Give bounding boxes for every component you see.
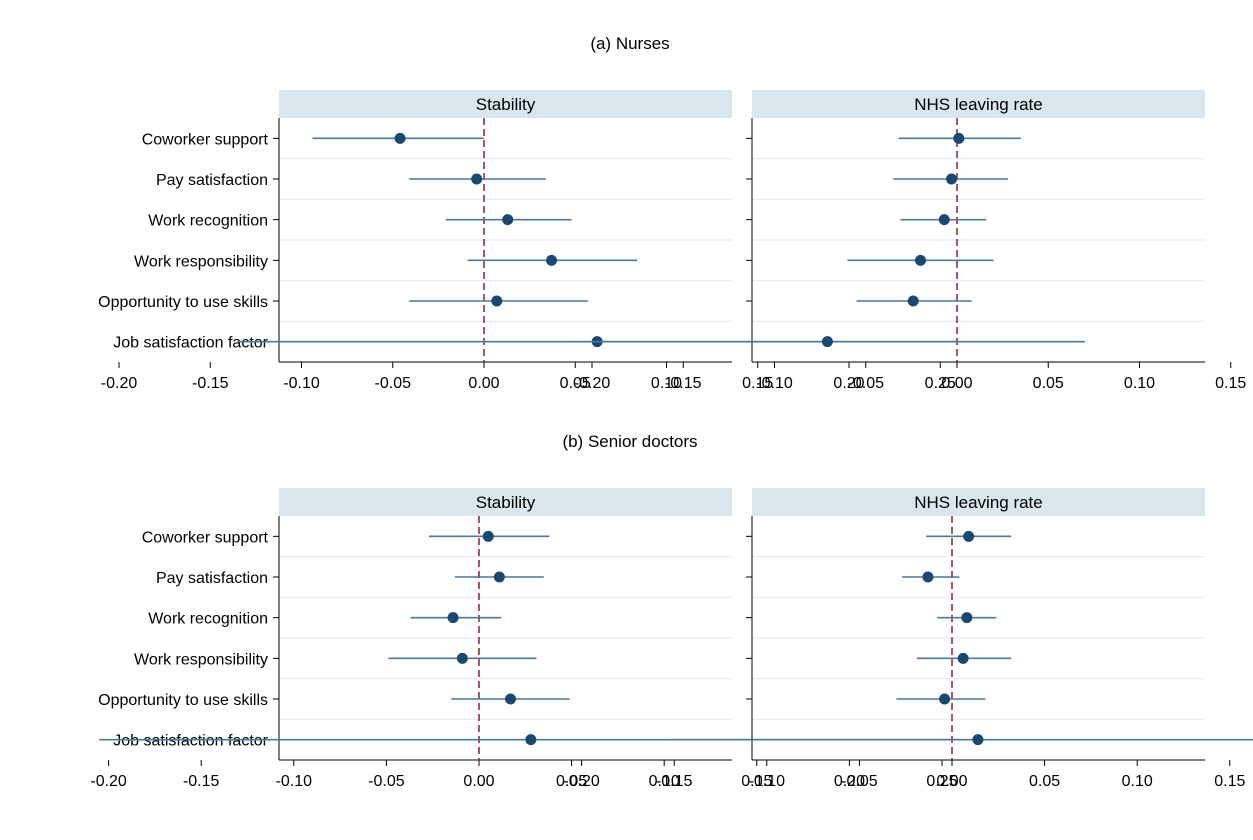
panel-title-nhs-leaving-rate: NHS leaving rate bbox=[914, 95, 1043, 114]
point-estimate-pay-satisfaction bbox=[471, 173, 483, 185]
x-tick-label: -0.05 bbox=[848, 375, 885, 392]
panel-header-nhs-leaving-rate bbox=[752, 488, 1205, 516]
point-estimate-coworker-support bbox=[394, 132, 406, 144]
point-estimate-work-recognition bbox=[447, 612, 459, 624]
category-label-work-recognition: Work recognition bbox=[148, 213, 268, 230]
x-tick-label: -0.20 bbox=[574, 375, 611, 392]
panel-header-nhs-leaving-rate bbox=[752, 90, 1205, 118]
point-estimate-job-satisfaction-factor bbox=[525, 734, 537, 746]
point-estimate-coworker-support bbox=[953, 132, 965, 144]
x-tick-label: 0.15 bbox=[1215, 375, 1246, 392]
x-tick-label: -0.15 bbox=[183, 773, 220, 790]
x-tick-label: 0.05 bbox=[1029, 773, 1060, 790]
x-tick-label: 0.10 bbox=[651, 375, 682, 392]
section-title-senior-doctors: (b) Senior doctors bbox=[562, 432, 697, 451]
x-tick-label: -0.20 bbox=[90, 773, 127, 790]
point-estimate-opportunity-to-use-skills bbox=[504, 693, 516, 705]
x-tick-label: 0.00 bbox=[936, 773, 967, 790]
x-tick-label: -0.05 bbox=[368, 773, 405, 790]
x-tick-label: -0.10 bbox=[749, 773, 786, 790]
x-tick-label: -0.10 bbox=[756, 375, 793, 392]
point-estimate-pay-satisfaction bbox=[493, 571, 505, 583]
panel-header-stability bbox=[279, 90, 732, 118]
point-estimate-opportunity-to-use-skills bbox=[491, 295, 503, 307]
point-estimate-opportunity-to-use-skills bbox=[907, 295, 919, 307]
x-tick-label: 0.15 bbox=[1214, 773, 1245, 790]
panel-title-nhs-leaving-rate: NHS leaving rate bbox=[914, 493, 1043, 512]
category-label-work-responsibility: Work responsibility bbox=[134, 651, 268, 668]
x-tick-label: -0.10 bbox=[276, 773, 313, 790]
x-tick-label: -0.05 bbox=[375, 375, 412, 392]
x-tick-label: -0.20 bbox=[563, 773, 600, 790]
x-tick-label: 0.00 bbox=[463, 773, 494, 790]
category-label-job-satisfaction-factor: Job satisfaction factor bbox=[113, 335, 268, 352]
category-label-pay-satisfaction: Pay satisfaction bbox=[156, 570, 268, 587]
category-label-work-responsibility: Work responsibility bbox=[134, 253, 268, 270]
x-tick-label: 0.20 bbox=[833, 375, 864, 392]
point-estimate-pay-satisfaction bbox=[922, 571, 934, 583]
point-estimate-work-recognition bbox=[502, 214, 514, 226]
category-label-coworker-support: Coworker support bbox=[142, 131, 269, 148]
category-label-pay-satisfaction: Pay satisfaction bbox=[156, 172, 268, 189]
x-tick-label: 0.05 bbox=[560, 375, 591, 392]
point-estimate-pay-satisfaction bbox=[946, 173, 958, 185]
x-tick-label: 0.15 bbox=[741, 773, 772, 790]
x-tick-label: -0.20 bbox=[101, 375, 138, 392]
point-estimate-job-satisfaction-factor bbox=[972, 734, 984, 746]
category-label-job-satisfaction-factor: Job satisfaction factor bbox=[113, 733, 268, 750]
category-label-opportunity-to-use-skills: Opportunity to use skills bbox=[98, 692, 268, 709]
x-tick-label: -0.15 bbox=[192, 375, 229, 392]
panel-title-stability: Stability bbox=[476, 493, 536, 512]
x-tick-label: 0.10 bbox=[1122, 773, 1153, 790]
x-tick-label: -0.10 bbox=[283, 375, 320, 392]
x-tick-label: 0.00 bbox=[468, 375, 499, 392]
x-tick-label: -0.05 bbox=[841, 773, 878, 790]
point-estimate-work-recognition bbox=[961, 612, 973, 624]
point-estimate-opportunity-to-use-skills bbox=[939, 693, 951, 705]
x-tick-label: 0.05 bbox=[556, 773, 587, 790]
panel-header-stability bbox=[279, 488, 732, 516]
category-label-work-recognition: Work recognition bbox=[148, 611, 268, 628]
point-estimate-coworker-support bbox=[963, 530, 975, 542]
x-tick-label: 0.05 bbox=[1033, 375, 1064, 392]
panel-title-stability: Stability bbox=[476, 95, 536, 114]
point-estimate-work-responsibility bbox=[915, 254, 926, 266]
category-label-coworker-support: Coworker support bbox=[142, 529, 269, 546]
x-tick-label: -0.15 bbox=[665, 375, 702, 392]
x-tick-label: 0.20 bbox=[834, 773, 865, 790]
category-label-opportunity-to-use-skills: Opportunity to use skills bbox=[98, 294, 268, 311]
section-title-nurses: (a) Nurses bbox=[590, 34, 669, 53]
x-tick-label: 0.10 bbox=[649, 773, 680, 790]
point-estimate-coworker-support bbox=[482, 530, 494, 542]
x-tick-label: 0.25 bbox=[926, 773, 957, 790]
point-estimate-work-responsibility bbox=[456, 652, 468, 664]
x-tick-label: 0.15 bbox=[742, 375, 773, 392]
point-estimate-work-recognition bbox=[938, 214, 950, 226]
x-tick-label: 0.25 bbox=[925, 375, 956, 392]
point-estimate-work-responsibility bbox=[546, 254, 558, 266]
point-estimate-job-satisfaction-factor bbox=[821, 336, 833, 348]
point-estimate-work-responsibility bbox=[957, 652, 969, 664]
x-tick-label: -0.15 bbox=[656, 773, 693, 790]
x-tick-label: 0.00 bbox=[941, 375, 972, 392]
x-tick-label: 0.10 bbox=[1124, 375, 1155, 392]
